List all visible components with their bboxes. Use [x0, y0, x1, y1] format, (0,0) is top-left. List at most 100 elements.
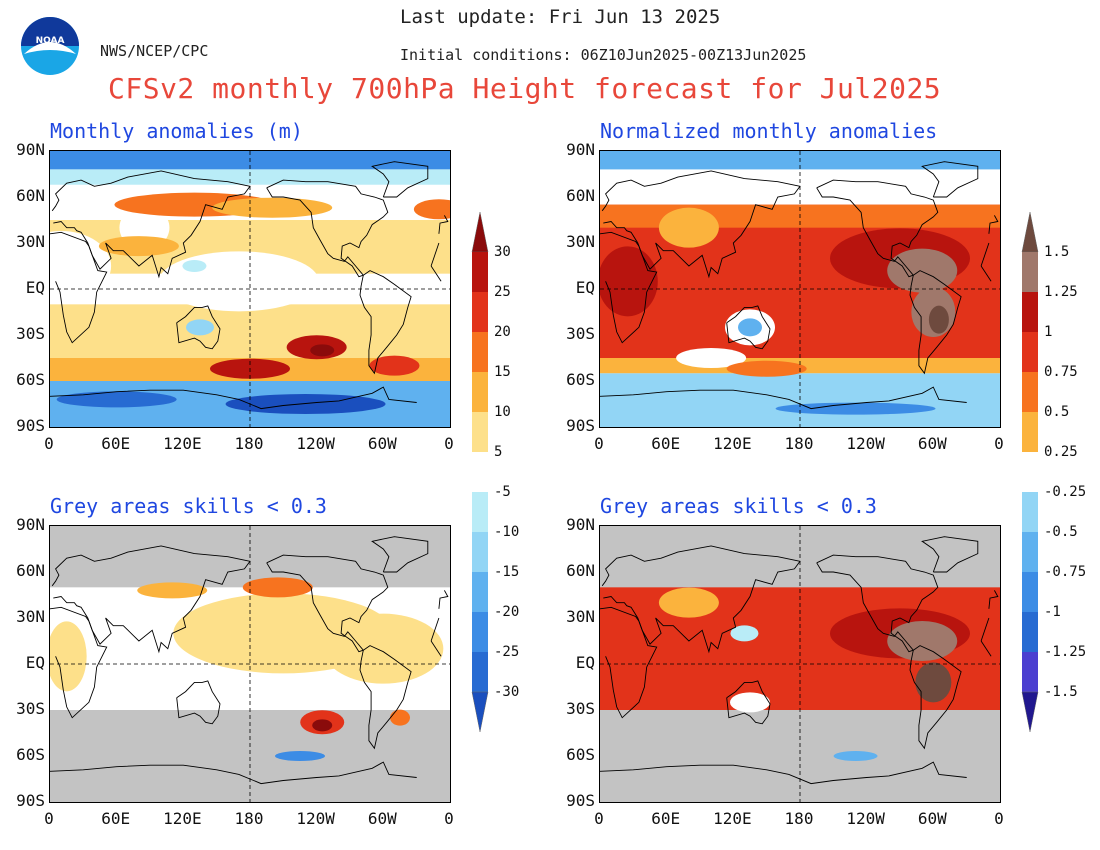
colorbar-anomalies: [471, 212, 489, 733]
colorbar-left-segment-neg-1: [472, 532, 488, 572]
tick-label-lon-60w: 60W: [367, 809, 397, 828]
tick-label-lon-120w: 120W: [296, 434, 335, 453]
field-orange-atlantic: [413, 199, 450, 220]
colorbar-right-segment-pos-0: [1022, 252, 1038, 292]
colorbar-left-arrow-top: [471, 212, 489, 253]
tick-label-lon-120w: 120W: [846, 809, 885, 828]
logo-text: NOAA: [36, 36, 65, 46]
colorbar-right-segment-neg-3: [1022, 612, 1038, 652]
colorbar-right-segment-pos-1: [1022, 292, 1038, 332]
colorbar-left-label-upper-4: 10: [494, 404, 511, 420]
tick-label-lat-60n: 60N: [16, 561, 45, 580]
coastline-namerica: [816, 554, 939, 653]
initial-conditions: Initial conditions: 06Z10Jun2025-00Z13Ju…: [400, 46, 807, 64]
colorbar-right-segment-neg-0: [1022, 492, 1038, 532]
field-yellow-africa: [50, 621, 87, 692]
agency-label: NWS/NCEP/CPC: [100, 42, 209, 60]
coastline-australia: [726, 680, 771, 725]
tick-label-lon-0: 0: [594, 809, 604, 828]
field-white-pacific: [158, 251, 319, 312]
tick-label-lon-120e: 120E: [163, 434, 202, 453]
tick-label-lat-60s: 60S: [16, 745, 45, 764]
coastline-africa: [430, 265, 442, 282]
colorbar-right-label-lower-0: -0.25: [1044, 484, 1087, 500]
coastline-samerica: [359, 645, 412, 750]
coastline-africa: [430, 617, 440, 642]
field-darkred-sepac: [312, 719, 333, 732]
tick-label-lon-120e: 120E: [713, 809, 752, 828]
field-orange-npac: [242, 577, 313, 598]
coastline-greenland: [371, 161, 429, 198]
tick-label-lon-60e: 60E: [651, 809, 681, 828]
field-red-satl: [369, 355, 420, 376]
coastline-greenland: [921, 161, 979, 198]
field-orange-spac: [726, 360, 807, 377]
map-normalized-anomalies: [599, 150, 1001, 428]
tick-label-lat-60s: 60S: [16, 370, 45, 389]
coastline-eurasia: [601, 545, 801, 654]
panel-title-top-right: Normalized monthly anomalies: [600, 119, 938, 143]
tick-label-lon-60e: 60E: [101, 434, 131, 453]
coastline-antarctica: [600, 386, 967, 410]
field-brown-camerica: [887, 621, 958, 661]
tick-label-lat-30n: 30N: [566, 232, 595, 251]
colorbar-right-segment-neutral: [1022, 452, 1038, 492]
coastline-namerica: [266, 554, 389, 653]
tick-label-lon-0: 0: [44, 809, 54, 828]
tick-label-lat-90s: 90S: [566, 791, 595, 810]
colorbar-left-segment-neutral: [472, 452, 488, 492]
coastline-africa: [600, 231, 658, 344]
tick-label-lon-360: 0: [994, 809, 1004, 828]
field-darkblue-antarctic: [775, 402, 936, 415]
coastline-eurasia: [51, 170, 251, 279]
field-orange-satl: [390, 709, 410, 726]
colorbar-left-segment-neg-0: [472, 492, 488, 532]
tick-label-lat-30s: 30S: [16, 699, 45, 718]
tick-label-lon-0: 0: [594, 434, 604, 453]
colorbar-right-arrow-bottom: [1021, 691, 1039, 733]
noaa-logo: NOAA: [21, 17, 79, 75]
field-darkbrown-samerica: [915, 662, 952, 703]
colorbar-left-segment-pos-2: [472, 332, 488, 372]
colorbar-left-arrow-bottom: [471, 691, 489, 733]
colorbar-left-segment-neg-2: [472, 572, 488, 612]
coastline-africa: [980, 242, 990, 267]
colorbar-left-segment-pos-0: [472, 252, 488, 292]
coastline-africa: [980, 640, 992, 657]
tick-label-lon-60w: 60W: [367, 434, 397, 453]
coastline-australia: [176, 680, 221, 725]
colorbar-right-label-lower-3: -1: [1044, 604, 1061, 620]
map-normalized-skill-masked: [599, 525, 1001, 803]
tick-label-lon-60w: 60W: [917, 809, 947, 828]
map-anomalies-skill-masked: [49, 525, 451, 803]
tick-label-lon-180: 180: [234, 809, 264, 828]
colorbar-right-label-upper-5: 0.25: [1044, 444, 1078, 460]
tick-label-lon-60w: 60W: [917, 434, 947, 453]
colorbar-right-segment-neg-1: [1022, 532, 1038, 572]
colorbar-right-label-lower-5: -1.5: [1044, 684, 1078, 700]
colorbar-right-label-upper-3: 0.75: [1044, 364, 1078, 380]
coastline-samerica: [909, 270, 962, 375]
tick-label-lat-eq: EQ: [25, 653, 45, 672]
panel-title-bottom-left: Grey areas skills < 0.3: [50, 494, 327, 518]
panel-title-bottom-right: Grey areas skills < 0.3: [600, 494, 877, 518]
colorbar-left-segment-pos-4: [472, 412, 488, 452]
coastline-africa: [980, 617, 990, 642]
tick-label-lon-120e: 120E: [713, 434, 752, 453]
coastline-africa: [430, 640, 442, 657]
colorbar-left-segment-pos-3: [472, 372, 488, 412]
coastline-africa: [980, 265, 992, 282]
tick-label-lon-120w: 120W: [846, 434, 885, 453]
coastlines: [50, 161, 449, 410]
field-darkred-africa: [600, 246, 658, 317]
colorbar-right-label-upper-1: 1.25: [1044, 284, 1078, 300]
colorbar-left-label-upper-2: 20: [494, 324, 511, 340]
tick-label-lat-90n: 90N: [566, 515, 595, 534]
colorbar-left-label-lower-5: -30: [494, 684, 520, 700]
field-blue-spac: [275, 751, 325, 761]
tick-label-lat-60n: 60N: [566, 561, 595, 580]
coastline-greenland: [921, 536, 979, 573]
tick-label-lon-360: 0: [994, 434, 1004, 453]
tick-label-lat-60s: 60S: [566, 370, 595, 389]
field-orange-asia: [658, 207, 719, 248]
